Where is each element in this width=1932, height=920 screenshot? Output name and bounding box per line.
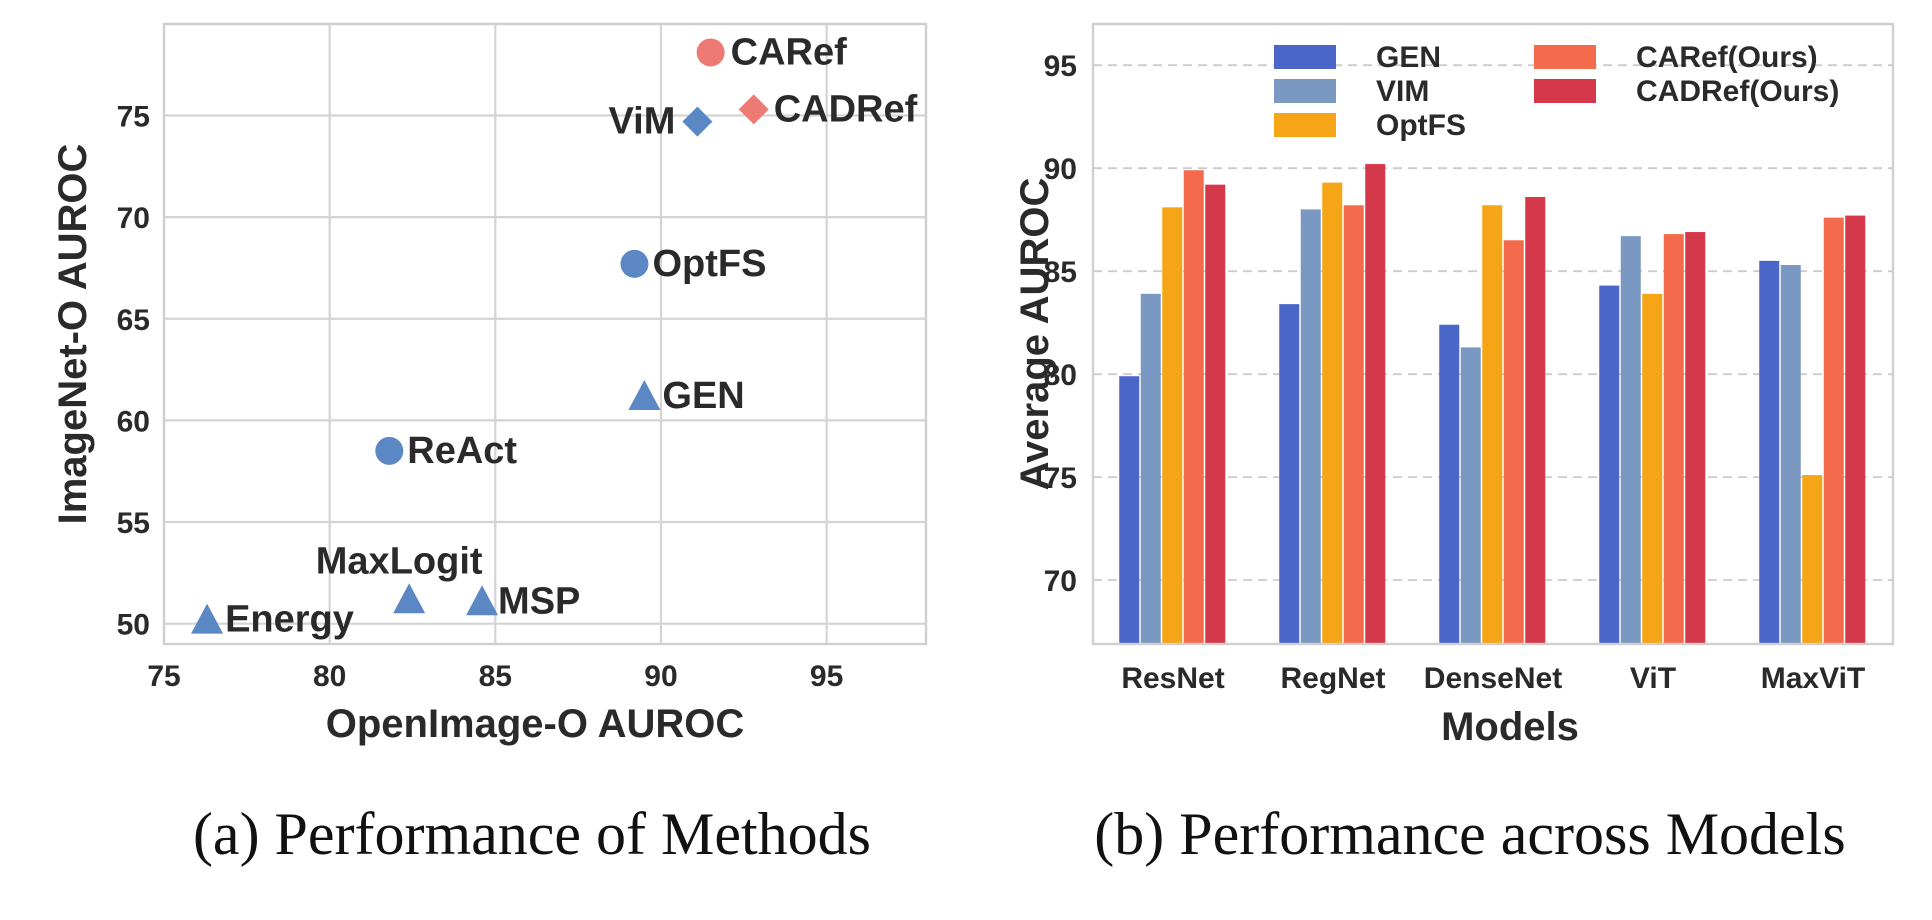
bar-plot-frame bbox=[1091, 22, 1895, 646]
bar-x-tick-label: MaxViT bbox=[1761, 662, 1866, 695]
react-point bbox=[375, 436, 404, 465]
energy-label: Energy bbox=[225, 599, 354, 641]
energy-point bbox=[191, 603, 224, 634]
legend-label-cadrefours: CADRef(Ours) bbox=[1636, 75, 1839, 108]
scatter-y-tick-label: 55 bbox=[117, 507, 150, 540]
scatter-x-tick-label: 85 bbox=[479, 660, 512, 693]
caption-b: (b) Performance across Models bbox=[1094, 801, 1845, 867]
caref-point bbox=[696, 38, 725, 67]
bar-maxvit-vim bbox=[1780, 264, 1801, 644]
bar-regnet-optfs bbox=[1322, 182, 1343, 644]
scatter-x-tick-label: 95 bbox=[810, 660, 843, 693]
bar-densenet-cadrefours bbox=[1525, 197, 1546, 644]
vim-point bbox=[682, 106, 713, 137]
scatter-y-tick-label: 60 bbox=[117, 405, 150, 438]
cadref-point bbox=[738, 94, 769, 125]
bar-vit-carefours bbox=[1663, 234, 1684, 644]
cadref-label: CADRef bbox=[774, 88, 918, 130]
bar-regnet-vim bbox=[1300, 209, 1321, 644]
bar-densenet-carefours bbox=[1503, 240, 1524, 645]
bar-densenet-optfs bbox=[1482, 205, 1503, 644]
legend-swatch-carefours bbox=[1534, 45, 1596, 69]
bar-y-tick-label: 85 bbox=[1044, 256, 1077, 289]
bar-panel: 70 75 80 85 90 95 ResNet RegNet DenseNet ViT MaxVi… bbox=[1013, 22, 1895, 867]
legend-label-gen: GEN bbox=[1376, 41, 1441, 74]
legend-label-vim: VIM bbox=[1376, 75, 1429, 108]
scatter-y-tick-label: 75 bbox=[117, 100, 150, 133]
bar-regnet-carefours bbox=[1343, 205, 1364, 644]
msp-label: MSP bbox=[498, 580, 580, 622]
msp-point bbox=[466, 585, 499, 616]
bar-densenet-vim bbox=[1460, 347, 1481, 644]
bar-x-tick-label: DenseNet bbox=[1424, 662, 1562, 695]
legend-swatch-gen bbox=[1274, 45, 1336, 69]
bar-y-tick-label: 90 bbox=[1044, 153, 1077, 186]
scatter-y-tick-label: 70 bbox=[117, 202, 150, 235]
scatter-x-axis-label: OpenImage-O AUROC bbox=[326, 702, 745, 746]
maxlogit-point bbox=[393, 583, 426, 614]
caref-label: CARef bbox=[731, 31, 847, 73]
bar-vit-cadrefours bbox=[1685, 232, 1706, 645]
bar-densenet-gen bbox=[1439, 324, 1460, 644]
bar-x-tick-label: RegNet bbox=[1280, 662, 1385, 695]
bar-x-tick-label: ResNet bbox=[1121, 662, 1224, 695]
scatter-x-tick-label: 90 bbox=[644, 660, 677, 693]
scatter-y-tick-label: 50 bbox=[117, 609, 150, 642]
bar-resnet-optfs bbox=[1162, 207, 1183, 644]
scatter-y-tick-label: 65 bbox=[117, 304, 150, 337]
legend-label-carefours: CARef(Ours) bbox=[1636, 41, 1818, 74]
bar-y-tick-label: 70 bbox=[1044, 565, 1077, 598]
bar-resnet-vim bbox=[1140, 293, 1161, 644]
bar-regnet-cadrefours bbox=[1365, 164, 1386, 644]
react-label: ReAct bbox=[407, 430, 517, 472]
scatter-panel: 75 80 85 90 95 50 55 60 65 70 75 CARef CADRef ViM Opt… bbox=[51, 22, 928, 867]
legend-swatch-vim bbox=[1274, 79, 1336, 103]
bar-resnet-carefours bbox=[1183, 170, 1204, 644]
optfs-label: OptFS bbox=[652, 243, 766, 285]
scatter-x-tick-label: 75 bbox=[147, 660, 180, 693]
bar-maxvit-optfs bbox=[1802, 475, 1823, 644]
legend-swatch-optfs bbox=[1274, 113, 1336, 137]
legend-label-optfs: OptFS bbox=[1376, 109, 1466, 142]
bar-y-tick-label: 95 bbox=[1044, 50, 1077, 83]
bar-maxvit-carefours bbox=[1823, 217, 1844, 644]
bar-y-tick-label: 75 bbox=[1044, 462, 1077, 495]
bar-resnet-cadrefours bbox=[1205, 184, 1226, 644]
bar-vit-optfs bbox=[1642, 293, 1663, 644]
scatter-x-tick-label: 80 bbox=[313, 660, 346, 693]
bar-vit-gen bbox=[1599, 285, 1620, 644]
maxlogit-label: MaxLogit bbox=[316, 540, 483, 582]
bar-regnet-gen bbox=[1279, 304, 1300, 644]
bar-y-tick-label: 80 bbox=[1044, 359, 1077, 392]
scatter-y-axis-label: ImageNet-O AUROC bbox=[51, 144, 95, 525]
scatter-plot-frame bbox=[162, 22, 928, 646]
bar-maxvit-gen bbox=[1759, 260, 1780, 644]
caption-a: (a) Performance of Methods bbox=[193, 801, 871, 867]
bar-maxvit-cadrefours bbox=[1845, 215, 1866, 644]
legend-swatch-cadrefours bbox=[1534, 79, 1596, 103]
optfs-point bbox=[620, 249, 649, 278]
bar-resnet-gen bbox=[1119, 376, 1140, 644]
vim-label: ViM bbox=[609, 101, 676, 143]
bar-x-tick-label: ViT bbox=[1630, 662, 1676, 695]
gen-label: GEN bbox=[662, 375, 744, 417]
bar-x-axis-label: Models bbox=[1441, 705, 1579, 749]
gen-point bbox=[628, 380, 661, 410]
bar-vit-vim bbox=[1620, 236, 1641, 644]
bar-y-axis-label: Average AUROC bbox=[1013, 178, 1057, 491]
